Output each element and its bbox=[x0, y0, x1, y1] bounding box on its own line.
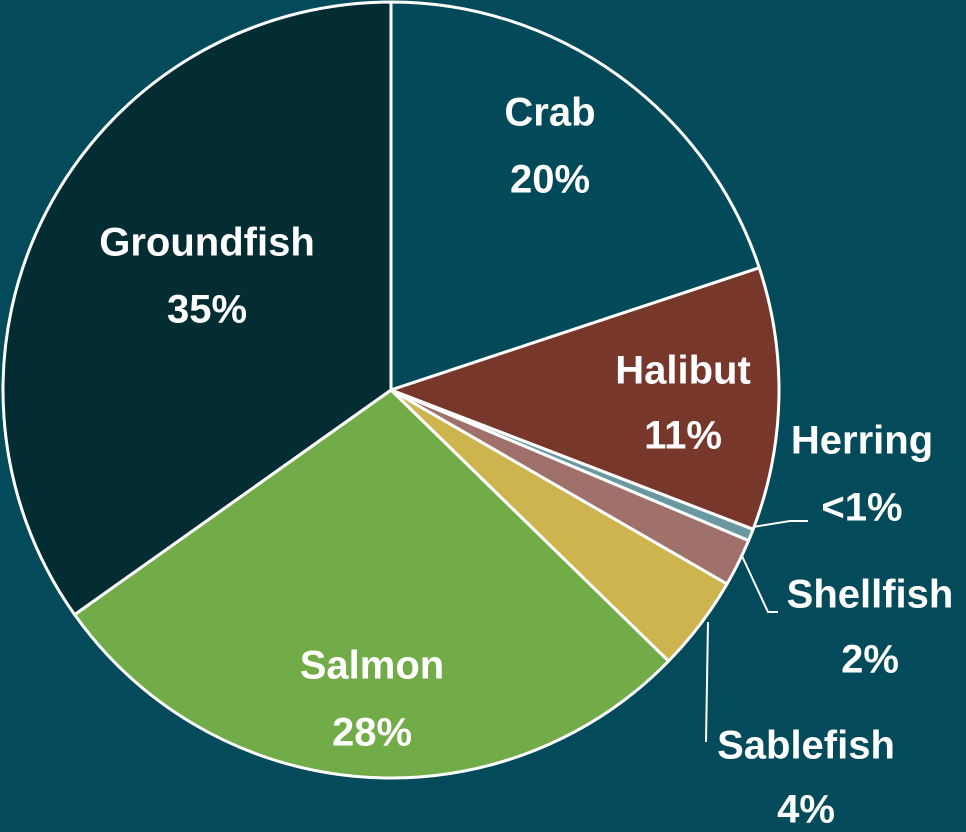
value-label: 2% bbox=[841, 638, 899, 682]
value-label: 11% bbox=[644, 414, 722, 458]
slice-label: Sablefish bbox=[717, 724, 895, 768]
slice-label: Groundfish bbox=[99, 221, 315, 265]
slice-label: Halibut bbox=[615, 349, 751, 393]
leader-lines bbox=[705, 520, 808, 743]
value-label: 4% bbox=[777, 788, 835, 832]
pie-slice bbox=[389, 266, 781, 531]
leader-line bbox=[741, 555, 778, 613]
value-label: 28% bbox=[332, 711, 412, 755]
value-label: 35% bbox=[167, 288, 247, 332]
value-label: <1% bbox=[821, 486, 902, 530]
slice-label: Salmon bbox=[300, 644, 444, 688]
pie-slice bbox=[389, 0, 761, 392]
slice-label: Herring bbox=[791, 419, 933, 463]
slice-label: Shellfish bbox=[787, 573, 954, 617]
pie-slice bbox=[73, 388, 671, 780]
leader-line bbox=[705, 621, 709, 743]
value-label: 20% bbox=[510, 158, 590, 202]
leader-line bbox=[752, 520, 808, 528]
pie-slice bbox=[1, 0, 393, 617]
slice-label: Crab bbox=[504, 91, 595, 135]
